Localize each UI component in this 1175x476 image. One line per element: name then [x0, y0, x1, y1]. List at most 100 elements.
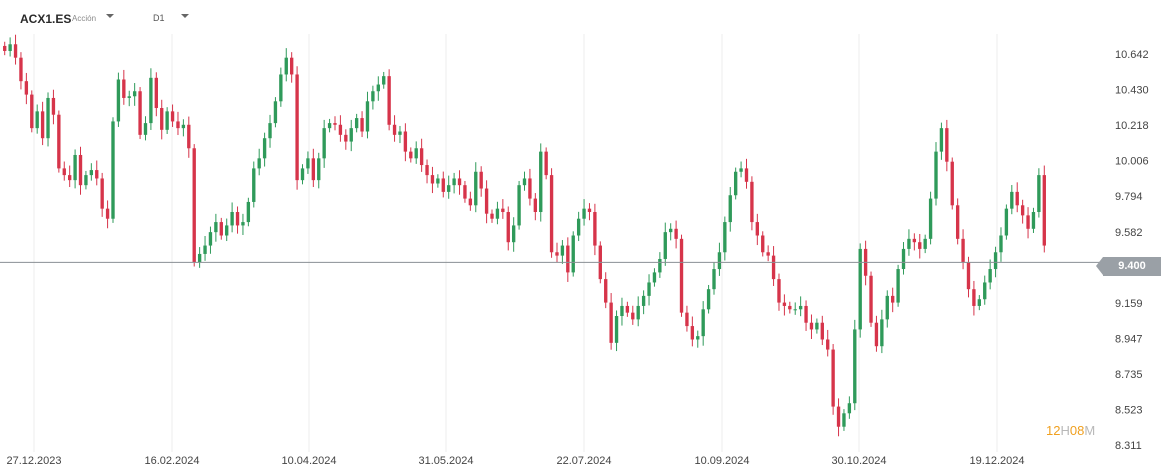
- candle-body: [252, 168, 256, 202]
- candle-body: [836, 406, 841, 427]
- candle: [170, 104, 175, 127]
- candle-body: [869, 275, 873, 323]
- candle-body: [419, 148, 424, 166]
- candle-body: [820, 322, 824, 340]
- candle-body: [782, 302, 787, 306]
- candle: [116, 72, 121, 127]
- candle: [327, 118, 332, 133]
- candle-body: [566, 245, 570, 273]
- candle-body: [679, 238, 684, 313]
- candle: [836, 398, 841, 437]
- candle: [858, 243, 862, 338]
- timeframe-label[interactable]: D1: [153, 13, 165, 23]
- candle-body: [333, 123, 337, 125]
- candle-body: [604, 279, 608, 303]
- candle: [24, 72, 29, 105]
- candle-body: [1026, 215, 1030, 229]
- candle: [847, 396, 852, 419]
- candle: [549, 168, 554, 258]
- y-tick-label: 10.006: [1115, 156, 1149, 168]
- candle-body: [474, 171, 478, 206]
- candle: [46, 92, 50, 147]
- candle-body: [457, 178, 462, 186]
- candle-body: [116, 79, 121, 122]
- candle-body: [517, 185, 521, 226]
- candle-body: [365, 101, 370, 132]
- candle: [1004, 204, 1009, 240]
- candle: [522, 171, 527, 191]
- candle-body: [122, 79, 126, 98]
- symbol-dropdown-chevron-icon[interactable]: [104, 12, 116, 22]
- candle: [739, 161, 743, 178]
- candle: [192, 144, 196, 267]
- candle: [728, 187, 732, 232]
- candle-body: [706, 289, 711, 310]
- symbol-label[interactable]: ACX1.ES: [20, 12, 72, 26]
- candle-body: [149, 77, 153, 124]
- candle-body: [761, 235, 765, 253]
- x-tick-label: 16.02.2024: [144, 455, 199, 467]
- candle: [187, 116, 191, 158]
- candle: [593, 203, 597, 256]
- candle-body: [262, 138, 267, 159]
- candle-body: [939, 128, 944, 152]
- candle: [447, 175, 451, 199]
- candle-body: [717, 252, 722, 270]
- candle: [793, 302, 797, 315]
- candle-body: [382, 76, 386, 85]
- candle-body: [696, 336, 700, 340]
- candle-body: [669, 228, 673, 233]
- candle: [1042, 165, 1046, 253]
- candle-body: [652, 272, 657, 283]
- candle: [506, 206, 510, 251]
- candle-body: [571, 235, 575, 273]
- candle: [723, 216, 727, 261]
- candle-body: [918, 242, 922, 249]
- candle: [219, 217, 223, 240]
- candle: [398, 125, 402, 144]
- candle: [1010, 185, 1014, 215]
- candle-body: [934, 151, 938, 199]
- candle: [300, 164, 305, 185]
- candle: [955, 198, 960, 245]
- candle-body: [928, 198, 933, 239]
- candle-body: [344, 134, 348, 142]
- candle: [322, 119, 326, 168]
- candle: [78, 146, 83, 195]
- candle: [132, 83, 137, 106]
- timeframe-dropdown-chevron-icon[interactable]: [179, 12, 191, 22]
- x-tick-label: 19.12.2024: [969, 455, 1024, 467]
- candle: [160, 99, 164, 140]
- candle: [13, 34, 18, 65]
- countdown-hours-unit: H: [1060, 423, 1070, 438]
- candle-body: [409, 151, 413, 159]
- candle: [35, 104, 39, 134]
- candle-body: [95, 170, 99, 179]
- candle: [815, 318, 819, 334]
- candle: [685, 305, 689, 332]
- candle-body: [560, 245, 565, 256]
- candle: [977, 295, 981, 311]
- candle: [706, 284, 711, 314]
- candle: [647, 274, 651, 306]
- candle-body: [950, 161, 954, 206]
- candle: [923, 234, 927, 254]
- candle-body: [30, 94, 34, 129]
- candle-body: [885, 295, 889, 320]
- candle-body: [1004, 208, 1009, 236]
- candle-body: [728, 195, 732, 223]
- candle: [560, 240, 565, 264]
- candle: [149, 68, 153, 130]
- candle: [154, 72, 158, 117]
- candle-body: [723, 222, 727, 253]
- candle: [625, 301, 630, 317]
- candle: [717, 242, 722, 276]
- candle: [663, 222, 667, 266]
- candle: [863, 240, 868, 286]
- candle: [820, 315, 824, 346]
- candle: [690, 316, 695, 347]
- candle: [777, 273, 781, 311]
- candle-body: [685, 312, 689, 327]
- candle-body: [582, 208, 586, 219]
